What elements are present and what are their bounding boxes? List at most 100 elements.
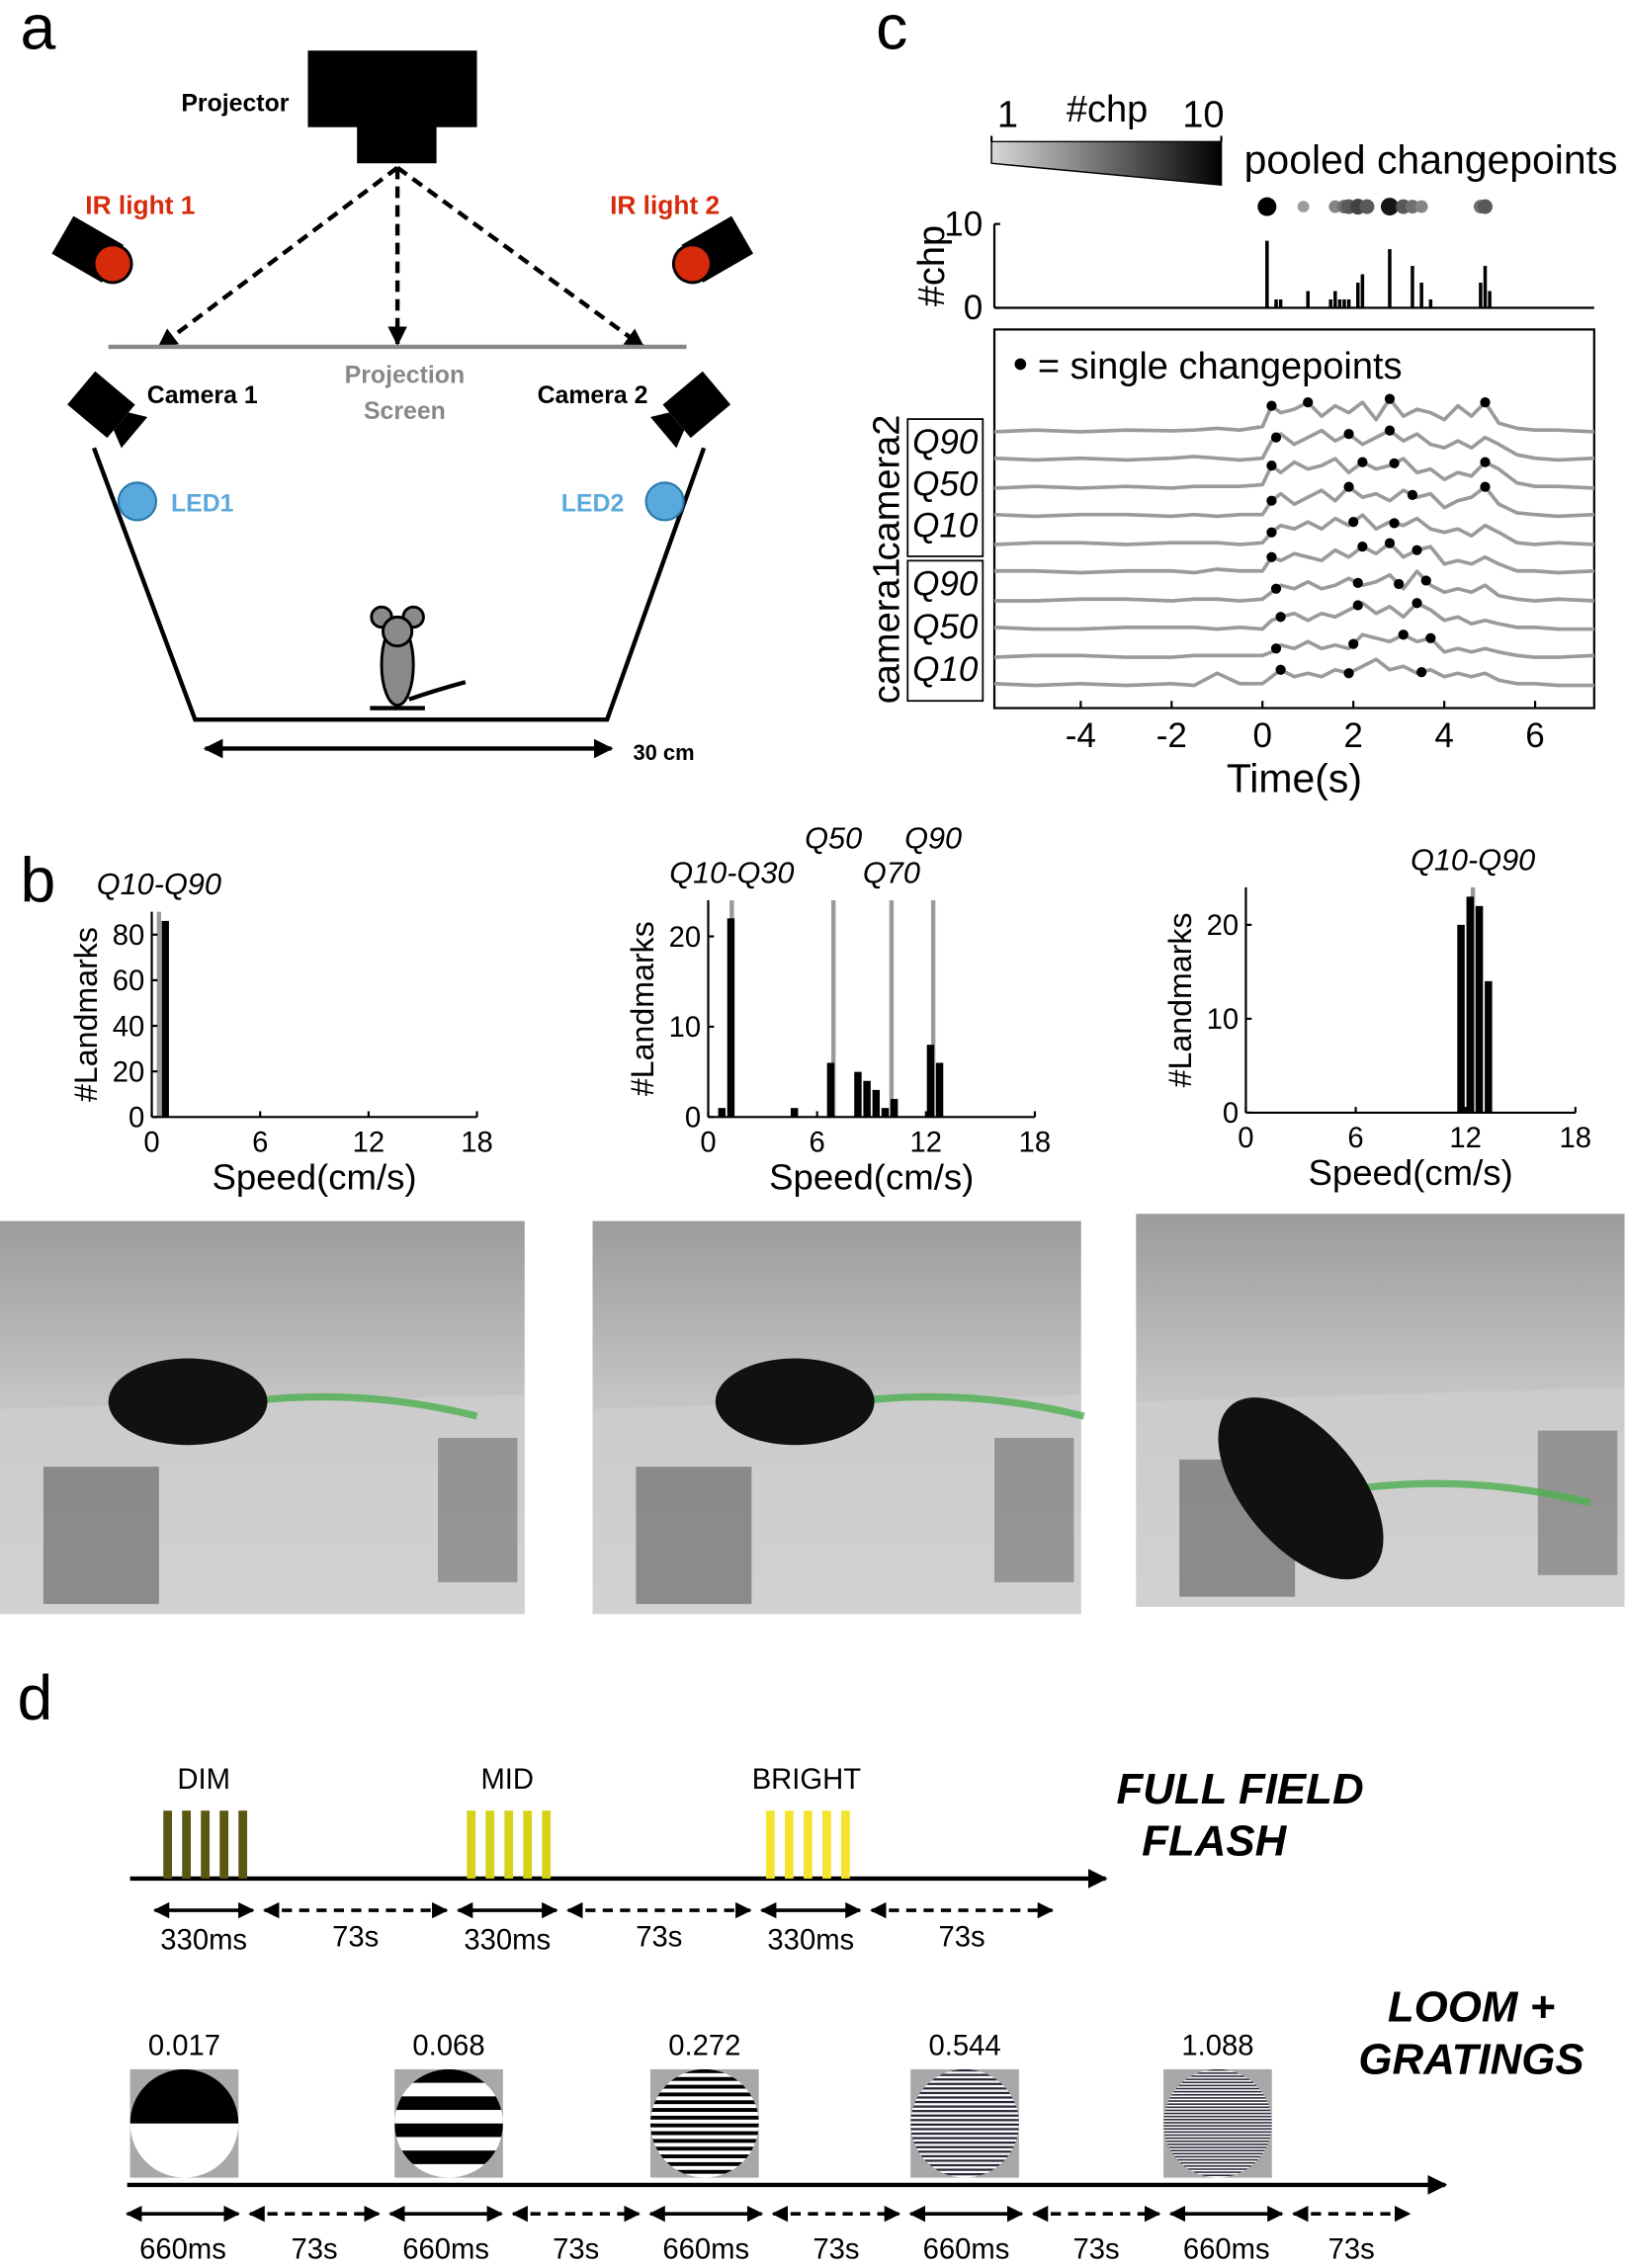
grating-stripe xyxy=(1163,2123,1272,2126)
grating xyxy=(394,2068,503,2178)
grating-stripe xyxy=(1163,2119,1272,2121)
y-tick-label: 0 xyxy=(964,289,984,327)
duration-label: 660ms xyxy=(139,2233,226,2265)
grating-stripe xyxy=(394,2110,503,2125)
grating-stripe xyxy=(910,2157,1019,2160)
grating-stripe xyxy=(910,2112,1019,2115)
group-quantile: Q50 xyxy=(912,464,979,503)
grating-stripe xyxy=(650,2135,759,2140)
interval-label: 73s xyxy=(636,1922,682,1954)
camera-label: Camera 2 xyxy=(538,382,648,409)
interval-label: 73s xyxy=(553,2233,599,2265)
interval-label: 73s xyxy=(813,2233,859,2265)
grating-stripe xyxy=(650,2112,759,2117)
duration-label: 330ms xyxy=(160,1925,247,1957)
grating-stripe xyxy=(910,2154,1019,2158)
grating-stripe xyxy=(1163,2176,1272,2178)
grating-stripe xyxy=(394,2137,503,2151)
duration-label: 660ms xyxy=(402,2233,489,2265)
x-tick-label: 6 xyxy=(810,1127,825,1158)
camera-lens xyxy=(650,412,685,449)
x-tick-label: 6 xyxy=(252,1127,268,1158)
legend-dot xyxy=(1014,358,1027,371)
flash-bar xyxy=(201,1810,211,1879)
bar xyxy=(727,918,735,1118)
grating-stripe xyxy=(650,2076,759,2081)
grating-stripe xyxy=(1163,2134,1272,2137)
chp-bar xyxy=(1483,266,1488,308)
flash-level: MID xyxy=(480,1764,534,1796)
y-tick-label: 0 xyxy=(685,1103,701,1134)
flash-bar xyxy=(467,1810,476,1879)
changepoint xyxy=(1398,630,1409,640)
grating-stripe xyxy=(1163,2174,1272,2177)
trace xyxy=(994,541,1594,575)
grating-stripe xyxy=(910,2126,1019,2129)
trace xyxy=(993,601,1594,631)
grating-stripe xyxy=(910,2071,1019,2074)
grating-stripe xyxy=(1163,2073,1272,2076)
flash-bar xyxy=(238,1810,248,1879)
y-tick-label: 10 xyxy=(944,205,983,243)
y-axis-label: #Landmarks xyxy=(625,921,660,1096)
grating xyxy=(1163,2068,1272,2178)
pooled-changepoint xyxy=(1478,199,1493,214)
grating-stripe xyxy=(910,2119,1019,2122)
grating-stripe xyxy=(1163,2087,1272,2090)
grating-stripe xyxy=(650,2165,759,2171)
grating-stripe xyxy=(1163,2147,1272,2150)
grating-stripe xyxy=(910,2094,1019,2097)
grating-value: 1.088 xyxy=(1181,2030,1253,2061)
flash-bar xyxy=(784,1810,794,1879)
bar xyxy=(926,1045,935,1118)
flash-bar xyxy=(542,1810,552,1879)
chp-bar xyxy=(1346,298,1351,308)
y-tick-label: 20 xyxy=(669,922,702,954)
changepoint xyxy=(1348,517,1359,528)
bar xyxy=(935,1062,944,1118)
y-tick-label: 20 xyxy=(1207,910,1240,942)
interval-label: 73s xyxy=(1073,2233,1120,2265)
chp-bar xyxy=(1306,291,1310,308)
grating-stripe xyxy=(1163,2117,1272,2120)
grating-stripe xyxy=(650,2088,759,2093)
chp-bar xyxy=(1274,298,1278,308)
grating-stripe xyxy=(1163,2078,1272,2081)
changepoint xyxy=(1270,583,1282,594)
grating-stripe xyxy=(650,2150,759,2155)
x-tick-label: 6 xyxy=(1347,1123,1363,1154)
group-box xyxy=(906,418,984,557)
grating-stripe xyxy=(1163,2068,1272,2071)
grating-stripe xyxy=(1163,2160,1272,2163)
protocol-title: FULL FIELD xyxy=(1117,1765,1364,1813)
led xyxy=(644,481,685,522)
grating-stripe xyxy=(1163,2152,1272,2155)
changepoint xyxy=(1270,432,1282,443)
ir-light-label: IR light 1 xyxy=(85,190,195,219)
flash-bar xyxy=(841,1810,850,1879)
changepoint xyxy=(1266,400,1277,411)
bar xyxy=(1475,905,1484,1113)
grating-stripe xyxy=(650,2169,759,2174)
y-axis-label: #Landmarks xyxy=(1162,912,1198,1087)
grating-stripe xyxy=(1163,2114,1272,2117)
colorbar-label: #chp xyxy=(1067,89,1148,130)
quantile-label: Q10-Q90 xyxy=(97,867,221,901)
y-tick-label: 20 xyxy=(113,1056,145,1088)
grating-stripe xyxy=(1163,2075,1272,2078)
grating-stripe xyxy=(650,2072,759,2078)
changepoint xyxy=(1425,632,1436,643)
changepoint xyxy=(1480,396,1491,408)
changepoint xyxy=(1266,461,1277,471)
x-tick-label: 0 xyxy=(1238,1123,1253,1154)
panel-letter: a xyxy=(20,0,55,63)
grating-stripe xyxy=(1163,2112,1272,2115)
grating-value: 0.544 xyxy=(928,2030,1000,2061)
grating-stripe xyxy=(1163,2165,1272,2167)
x-tick-label: 2 xyxy=(1343,716,1363,755)
grating-stripe xyxy=(910,2080,1019,2083)
changepoint xyxy=(1384,538,1396,548)
group-quantile: Q90 xyxy=(912,423,979,462)
